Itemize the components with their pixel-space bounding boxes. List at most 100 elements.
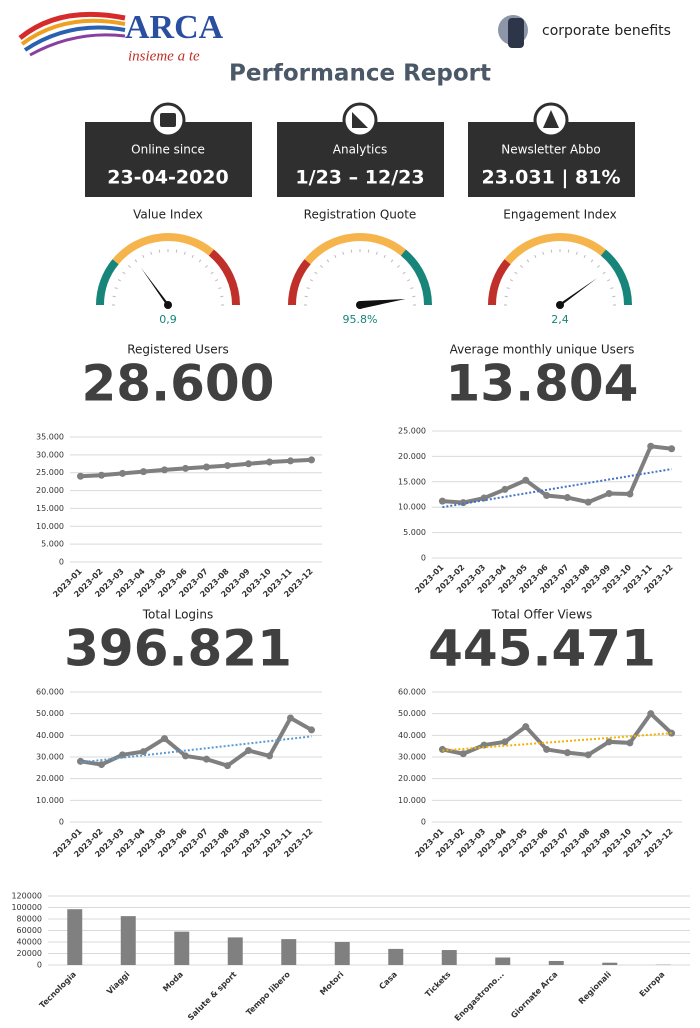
data-point xyxy=(161,466,168,474)
y-tick-label: 80000 xyxy=(17,915,42,924)
gauge-tick xyxy=(602,271,606,275)
data-point xyxy=(224,762,231,770)
x-tick-label: Viaggi xyxy=(105,970,132,997)
y-tick-label: 20.000 xyxy=(398,452,426,461)
y-tick-label: 5.000 xyxy=(403,528,426,537)
data-point xyxy=(668,445,676,453)
gauge-tick xyxy=(390,259,394,263)
gauge-tick xyxy=(597,265,600,268)
gauge-tick xyxy=(326,259,330,263)
x-tick-label: Regionali xyxy=(577,970,613,1006)
bar xyxy=(120,916,136,965)
gauge-hub xyxy=(164,301,172,309)
gauge-band xyxy=(504,233,606,265)
data-point xyxy=(98,761,105,769)
gauge-tick xyxy=(314,271,318,275)
kpi-value: 1/23 – 12/23 xyxy=(295,167,424,189)
data-point xyxy=(626,490,634,498)
tagline: insieme a te xyxy=(128,48,200,64)
data-point xyxy=(161,735,168,743)
data-point xyxy=(647,442,655,450)
bar xyxy=(602,962,618,965)
gauge-title: Registration Quote xyxy=(304,208,417,222)
y-tick-label: 15.000 xyxy=(36,504,64,513)
y-tick-label: 20.000 xyxy=(398,774,426,783)
gauge-tick xyxy=(128,265,131,268)
gauge-tick xyxy=(150,251,153,255)
kpi-value: 23.031 | 81% xyxy=(482,167,621,189)
data-point xyxy=(308,456,315,464)
gauge-tick xyxy=(542,251,545,255)
headline-number: 445.471 xyxy=(428,620,656,678)
data-point xyxy=(522,723,530,731)
data-point xyxy=(563,749,571,757)
kpi-label: Analytics xyxy=(333,143,388,157)
gauge-tick xyxy=(606,279,611,282)
partner-logo: corporate benefits xyxy=(498,15,671,48)
data-point xyxy=(522,476,530,484)
gauge-tick xyxy=(205,265,208,268)
gauge-tick xyxy=(583,254,586,259)
gauge-tick xyxy=(114,287,118,290)
gauge-band xyxy=(600,249,632,306)
y-tick-label: 60000 xyxy=(17,926,42,935)
gauge-tick xyxy=(198,259,202,263)
data-point xyxy=(459,499,467,507)
kpi-label: Online since xyxy=(131,143,205,157)
gauge-tick xyxy=(183,251,186,255)
y-tick-label: 120000 xyxy=(11,892,42,901)
bar xyxy=(495,957,511,965)
gauge-value: 2,4 xyxy=(551,313,569,326)
bar xyxy=(174,931,190,965)
data-point xyxy=(98,471,105,479)
data-line xyxy=(442,710,673,757)
y-tick-label: 30.000 xyxy=(398,753,426,762)
gauge-band xyxy=(208,249,240,306)
y-tick-label: 40.000 xyxy=(398,731,426,740)
gauge-band xyxy=(488,259,511,306)
gauge-tick xyxy=(514,271,518,275)
x-tick-label: Europa xyxy=(638,970,667,999)
y-tick-label: 0 xyxy=(59,558,64,567)
data-point xyxy=(266,752,273,760)
gauge-value: 95.8% xyxy=(343,313,378,326)
data-point xyxy=(119,469,126,477)
y-tick-label: 35.000 xyxy=(36,433,64,442)
headline-number: 28.600 xyxy=(82,355,275,413)
gauge-band xyxy=(304,233,406,265)
headline-number: 396.821 xyxy=(64,620,292,678)
data-point xyxy=(438,745,446,753)
data-point xyxy=(203,755,210,763)
gauge-tick xyxy=(306,287,310,290)
y-tick-label: 60.000 xyxy=(36,688,64,697)
y-tick-label: 10.000 xyxy=(36,522,64,531)
bar xyxy=(548,960,564,965)
gauge-band xyxy=(288,259,311,306)
bar xyxy=(388,948,404,965)
y-tick-label: 20.000 xyxy=(36,774,64,783)
gauge-value: 0,9 xyxy=(159,313,177,326)
kpi-value: 23-04-2020 xyxy=(107,167,229,189)
gauge-tick xyxy=(575,251,578,255)
chart-title: Total Offer Views xyxy=(491,608,592,622)
x-tick-label: Tempo libero xyxy=(244,969,292,1017)
arca-logo: ARCA insieme a te xyxy=(18,9,224,64)
data-point xyxy=(203,463,210,471)
gauge-needle xyxy=(140,267,172,308)
data-point xyxy=(647,710,655,718)
data-line xyxy=(80,457,312,479)
gauge-band xyxy=(96,259,119,306)
data-point xyxy=(245,747,252,754)
data-point xyxy=(266,458,273,466)
y-tick-label: 30.000 xyxy=(36,753,64,762)
gauge-tick xyxy=(534,254,537,259)
gauge-tick xyxy=(526,259,530,263)
gauge-hub xyxy=(556,301,564,309)
bar xyxy=(334,942,350,965)
gauge-tick xyxy=(334,254,337,259)
y-tick-label: 25.000 xyxy=(36,468,64,477)
gauge-tick xyxy=(210,271,214,275)
kpi-label: Newsletter Abbo xyxy=(501,143,600,157)
data-point xyxy=(287,457,294,465)
y-tick-label: 30.000 xyxy=(36,450,64,459)
